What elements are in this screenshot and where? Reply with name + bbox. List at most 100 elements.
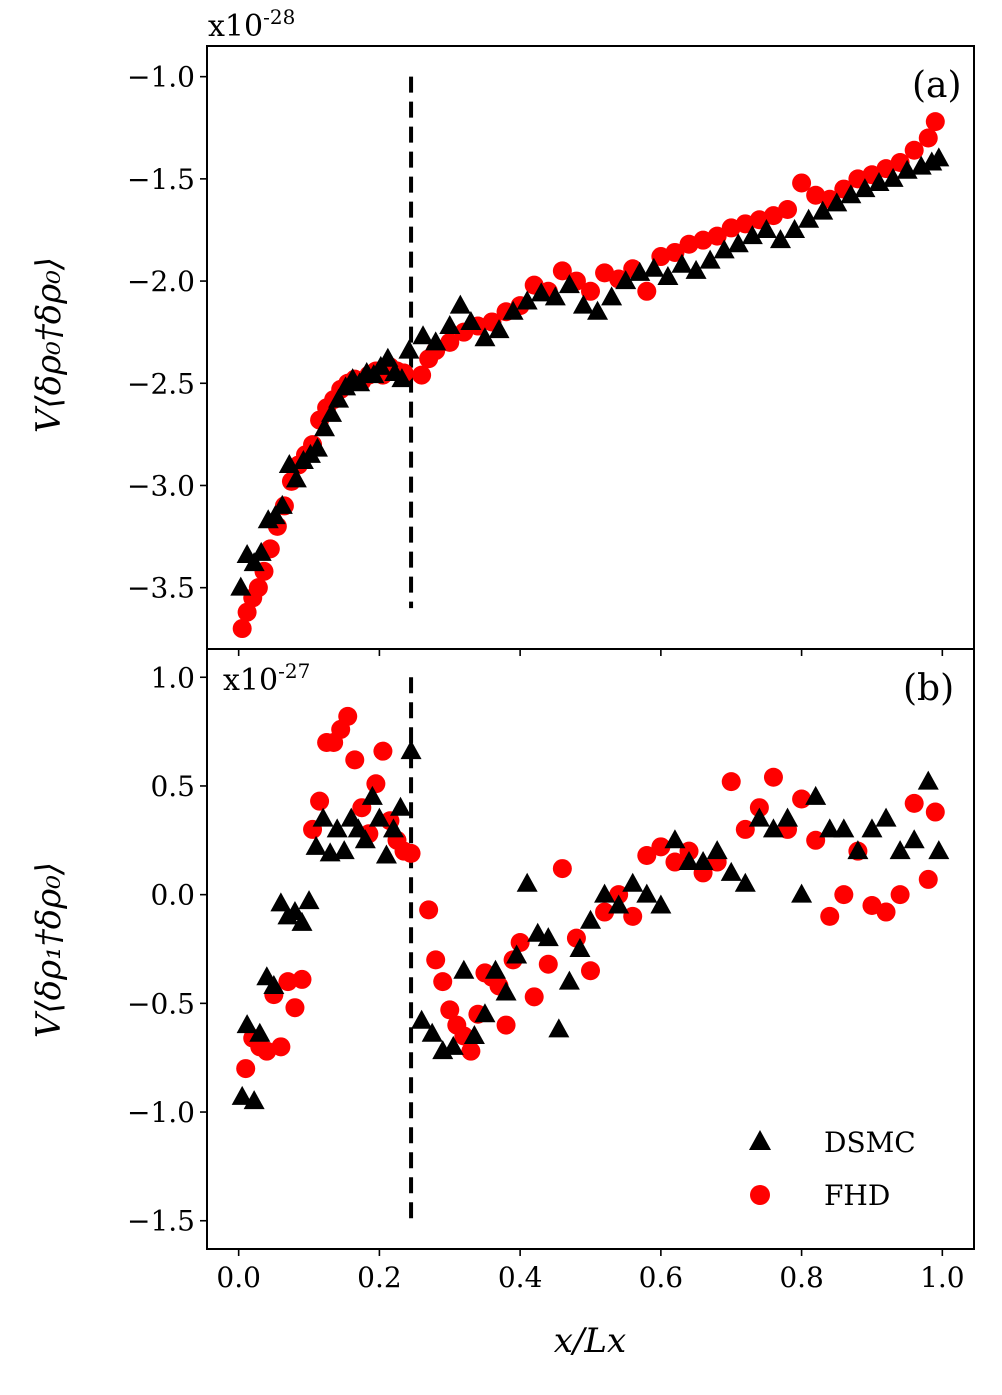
dsmc-point-b-66 xyxy=(928,840,950,860)
panel-a-x-ticks xyxy=(237,649,944,656)
dsmc-point-a-57 xyxy=(854,178,876,198)
dsmc-point-b-10 xyxy=(298,890,320,910)
dsmc-point-a-42 xyxy=(643,257,665,277)
panel-a: −1.0 −1.5 −2.0 −2.5 −3.0 −3.5 (a) x10-28 V⟨δρ… xyxy=(29,5,975,656)
fhd-point-a-25 xyxy=(412,365,432,385)
dsmc-point-b-30 xyxy=(463,1024,485,1044)
fhd-point-b-8 xyxy=(292,969,312,989)
dsmc-point-a-0 xyxy=(230,576,252,596)
dsmc-point-b-47 xyxy=(664,829,686,849)
dsmc-point-b-54 xyxy=(762,818,784,838)
dsmc-point-b-32 xyxy=(485,959,507,979)
fhd-point-b-27 xyxy=(440,1000,460,1020)
dsmc-point-a-32 xyxy=(502,300,524,320)
dsmc-point-b-14 xyxy=(326,818,348,838)
fhd-point-a-1 xyxy=(237,602,257,622)
dsmc-point-b-60 xyxy=(847,840,869,860)
dsmc-point-a-5 xyxy=(264,505,286,525)
xtick-label-0: 0.0 xyxy=(216,1261,261,1294)
fhd-point-b-15 xyxy=(345,750,365,770)
ytick-label-a-3: −2.5 xyxy=(127,367,195,400)
dsmc-point-b-48 xyxy=(678,851,700,871)
panel-a-dsmc-series xyxy=(230,147,950,596)
fhd-point-b-46 xyxy=(637,846,657,866)
panel-b-frame xyxy=(206,648,975,1250)
dsmc-point-a-33 xyxy=(516,290,538,310)
dsmc-point-b-0 xyxy=(231,1085,253,1105)
fhd-point-a-42 xyxy=(637,281,657,301)
dsmc-point-a-63 xyxy=(928,147,950,167)
fhd-point-a-28 xyxy=(440,332,460,352)
fhd-point-b-55 xyxy=(763,767,783,787)
panel-b: 1.0 0.5 0.0 −0.5 −1.0 −1.5 0.0 0.2 0.4 0.6 0.8 1.0… xyxy=(29,648,975,1361)
dsmc-point-b-38 xyxy=(548,1018,570,1038)
dsmc-point-a-53 xyxy=(798,208,820,228)
dsmc-point-b-42 xyxy=(594,883,616,903)
panel-b-y-ticks: 1.0 0.5 0.0 −0.5 −1.0 −1.5 xyxy=(127,661,207,1238)
dsmc-point-a-50 xyxy=(755,218,777,238)
dsmc-point-a-35 xyxy=(544,286,566,306)
dsmc-point-a-52 xyxy=(784,218,806,238)
dsmc-point-b-56 xyxy=(791,883,813,903)
ytick-label-a-0: −1.0 xyxy=(127,61,195,94)
dsmc-point-b-5 xyxy=(263,974,285,994)
fhd-point-b-63 xyxy=(876,902,896,922)
fhd-point-a-38 xyxy=(581,281,600,301)
fhd-point-b-19 xyxy=(373,741,393,761)
dsmc-point-b-35 xyxy=(516,872,538,892)
dsmc-point-b-3 xyxy=(249,1022,271,1042)
dsmc-point-a-30 xyxy=(474,327,496,347)
dsmc-point-a-27 xyxy=(439,315,461,335)
fhd-point-a-53 xyxy=(792,173,812,193)
fhd-point-b-60 xyxy=(834,885,854,905)
dsmc-point-b-31 xyxy=(474,1003,496,1023)
fhd-point-a-44 xyxy=(665,242,685,262)
dsmc-point-b-51 xyxy=(720,861,742,881)
dsmc-point-a-26 xyxy=(425,331,447,351)
fhd-point-b-18 xyxy=(366,774,386,794)
fhd-point-b-38 xyxy=(524,987,544,1007)
dsmc-point-b-23 xyxy=(390,796,412,816)
dsmc-point-b-33 xyxy=(495,981,517,1001)
dsmc-point-a-47 xyxy=(713,239,735,259)
ytick-label-b-3: −0.5 xyxy=(127,987,195,1020)
fhd-point-a-3 xyxy=(248,578,268,598)
dsmc-point-a-29 xyxy=(460,310,482,330)
fhd-point-b-10 xyxy=(310,791,330,811)
panel-b-scale-label: x10-27 xyxy=(223,659,310,698)
dsmc-point-b-50 xyxy=(706,840,728,860)
dsmc-point-b-53 xyxy=(748,807,770,827)
dsmc-point-b-58 xyxy=(819,818,841,838)
dsmc-point-a-46 xyxy=(699,249,721,269)
fhd-point-a-0 xyxy=(232,619,252,639)
xtick-label-1: 0.2 xyxy=(357,1261,402,1294)
legend-fhd-label: FHD xyxy=(824,1179,890,1212)
fhd-point-b-52 xyxy=(721,772,741,792)
dsmc-point-a-14 xyxy=(328,388,350,408)
fhd-point-a-52 xyxy=(778,200,798,220)
dsmc-point-b-59 xyxy=(833,818,855,838)
fhd-point-b-42 xyxy=(581,961,600,981)
dsmc-point-a-43 xyxy=(657,265,679,285)
fhd-point-a-36 xyxy=(552,261,572,281)
x-axis-label: x/Lx xyxy=(554,1321,626,1361)
dsmc-point-a-37 xyxy=(572,294,594,314)
dsmc-point-a-38 xyxy=(587,300,609,320)
dsmc-point-a-28 xyxy=(449,294,471,314)
dsmc-point-a-13 xyxy=(321,402,343,422)
dsmc-point-b-28 xyxy=(442,1035,464,1055)
dsmc-point-a-54 xyxy=(812,200,834,220)
dsmc-point-a-24 xyxy=(398,339,420,359)
panel-b-x-ticks: 0.0 0.2 0.4 0.6 0.8 1.0 xyxy=(216,1249,965,1294)
dsmc-point-b-64 xyxy=(903,829,925,849)
dsmc-point-a-31 xyxy=(488,319,510,339)
panel-a-y-ticks: −1.0 −1.5 −2.0 −2.5 −3.0 −3.5 xyxy=(127,61,207,605)
dsmc-point-b-52 xyxy=(734,872,756,892)
dsmc-point-b-9 xyxy=(291,911,313,931)
xtick-label-5: 1.0 xyxy=(920,1261,965,1294)
fhd-point-b-25 xyxy=(426,950,446,970)
panel-b-dsmc-series xyxy=(231,740,950,1110)
dsmc-point-b-65 xyxy=(917,770,939,790)
ytick-label-b-4: −1.0 xyxy=(127,1096,195,1129)
dsmc-point-b-57 xyxy=(805,785,827,805)
